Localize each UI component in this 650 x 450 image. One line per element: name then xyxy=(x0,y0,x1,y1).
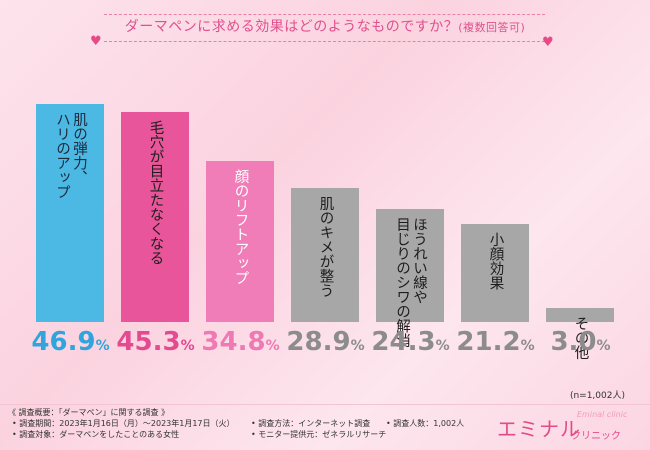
bar xyxy=(206,160,274,322)
title-text: ダーマペンに求める効果はどのようなものですか？(複数回答可) xyxy=(0,16,650,36)
value-unit: % xyxy=(596,338,611,354)
survey-period: • 調査期間：2023年1月16日（月）〜2023年1月17日（火） xyxy=(12,419,235,428)
value-label: 45.3% xyxy=(113,327,198,357)
value-unit: % xyxy=(95,338,110,354)
bar xyxy=(546,308,614,322)
clinic-logo: Eminal clinic エミナル クリニック xyxy=(497,410,637,442)
title-main: ダーマペンに求める効果はどのようなものですか？ xyxy=(124,19,459,35)
chart-title: ダーマペンに求める効果はどのようなものですか？(複数回答可) ♥ ♥ xyxy=(0,10,650,50)
value-number: 46.9 xyxy=(31,327,96,357)
heart-icon: ♥ xyxy=(542,35,554,50)
bar xyxy=(36,104,104,322)
bar-label: 毛穴が目立たなくなる xyxy=(147,119,164,265)
bar-label: 小顔効果 xyxy=(487,231,504,290)
bar xyxy=(291,187,359,322)
logo-sub-text: クリニック xyxy=(571,431,621,442)
survey-heading: 《 調査概要：「ダーマペン」に関する調査 》 xyxy=(8,408,170,417)
bar-label: ほうれい線や 目じりのシワの解消 xyxy=(394,217,427,348)
logo-main-text: エミナル xyxy=(497,417,581,441)
title-dashed-line-top xyxy=(104,14,545,15)
bar-label: その他 xyxy=(572,316,589,360)
value-unit: % xyxy=(350,338,365,354)
heart-icon: ♥ xyxy=(90,34,102,49)
survey-method: • 調査方法：インターネット調査 xyxy=(251,419,371,428)
bar-label: 肌のキメが整う xyxy=(317,195,334,298)
value-unit: % xyxy=(180,338,195,354)
value-number: 21.2 xyxy=(456,327,521,357)
value-unit: % xyxy=(520,338,535,354)
value-number: 24.3 xyxy=(371,327,436,357)
logo-tagline: Eminal clinic xyxy=(577,410,628,419)
value-unit: % xyxy=(265,338,280,354)
sample-size-note: (n=1,002人) xyxy=(569,391,625,401)
value-label: 46.9% xyxy=(28,327,113,357)
value-label: 34.8% xyxy=(198,327,283,357)
value-number: 3.0 xyxy=(550,327,597,357)
survey-target: • 調査対象：ダーマペンをしたことのある女性 xyxy=(12,430,180,439)
value-label: 21.2% xyxy=(453,327,538,357)
bar-label: 顔のリフトアップ xyxy=(232,168,249,285)
bar xyxy=(376,209,444,322)
survey-count: • 調査人数：1,002人 xyxy=(386,419,465,428)
value-number: 34.8 xyxy=(201,327,266,357)
value-label: 24.3% xyxy=(368,327,453,357)
value-unit: % xyxy=(435,338,450,354)
value-label: 28.9% xyxy=(283,327,368,357)
survey-monitor: • モニター提供元：ゼネラルリサーチ xyxy=(251,430,387,439)
bar xyxy=(461,223,529,322)
title-sub: (複数回答可) xyxy=(458,21,526,34)
value-number: 45.3 xyxy=(116,327,181,357)
value-number: 28.9 xyxy=(286,327,351,357)
footer-divider xyxy=(0,404,650,405)
bar xyxy=(121,111,189,322)
value-label: 3.0% xyxy=(538,327,623,357)
title-dashed-line-bottom xyxy=(104,41,545,42)
bar-label: 肌の弾力、 ハリのアップ xyxy=(54,112,87,200)
